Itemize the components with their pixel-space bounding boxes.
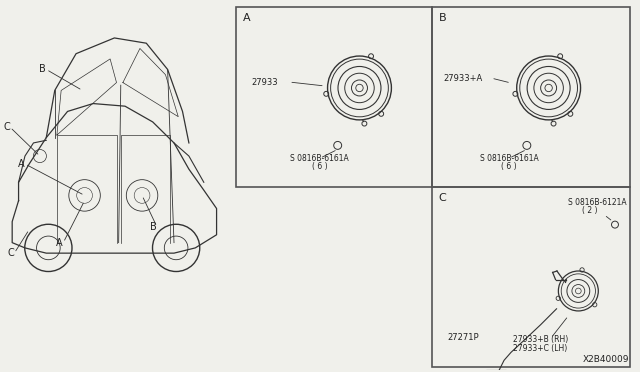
Bar — [432, 187, 630, 367]
Text: 27933: 27933 — [252, 77, 278, 87]
Text: C: C — [438, 193, 447, 203]
Text: A: A — [243, 13, 250, 23]
Text: B: B — [150, 222, 157, 232]
Text: A: A — [56, 238, 63, 248]
Text: 27271P: 27271P — [447, 333, 479, 343]
Bar — [236, 7, 432, 187]
Text: S 0816B-6161A: S 0816B-6161A — [291, 154, 349, 163]
Text: C: C — [8, 248, 14, 258]
Text: S 0816B-6121A: S 0816B-6121A — [568, 198, 627, 207]
Text: ( 2 ): ( 2 ) — [582, 206, 598, 215]
Text: S 0816B-6161A: S 0816B-6161A — [479, 154, 538, 163]
Text: 27933+C (LH): 27933+C (LH) — [513, 344, 567, 353]
Text: C: C — [3, 122, 10, 132]
Text: 27933+A: 27933+A — [444, 74, 483, 83]
Text: 27933+B (RH): 27933+B (RH) — [513, 336, 568, 344]
Text: B: B — [438, 13, 446, 23]
Text: B: B — [39, 64, 46, 74]
Text: X2B40009: X2B40009 — [582, 355, 629, 364]
Bar — [432, 7, 630, 187]
Text: ( 6 ): ( 6 ) — [501, 162, 517, 171]
Text: ( 6 ): ( 6 ) — [312, 162, 328, 171]
Text: A: A — [18, 159, 25, 169]
Bar — [486, 370, 506, 372]
